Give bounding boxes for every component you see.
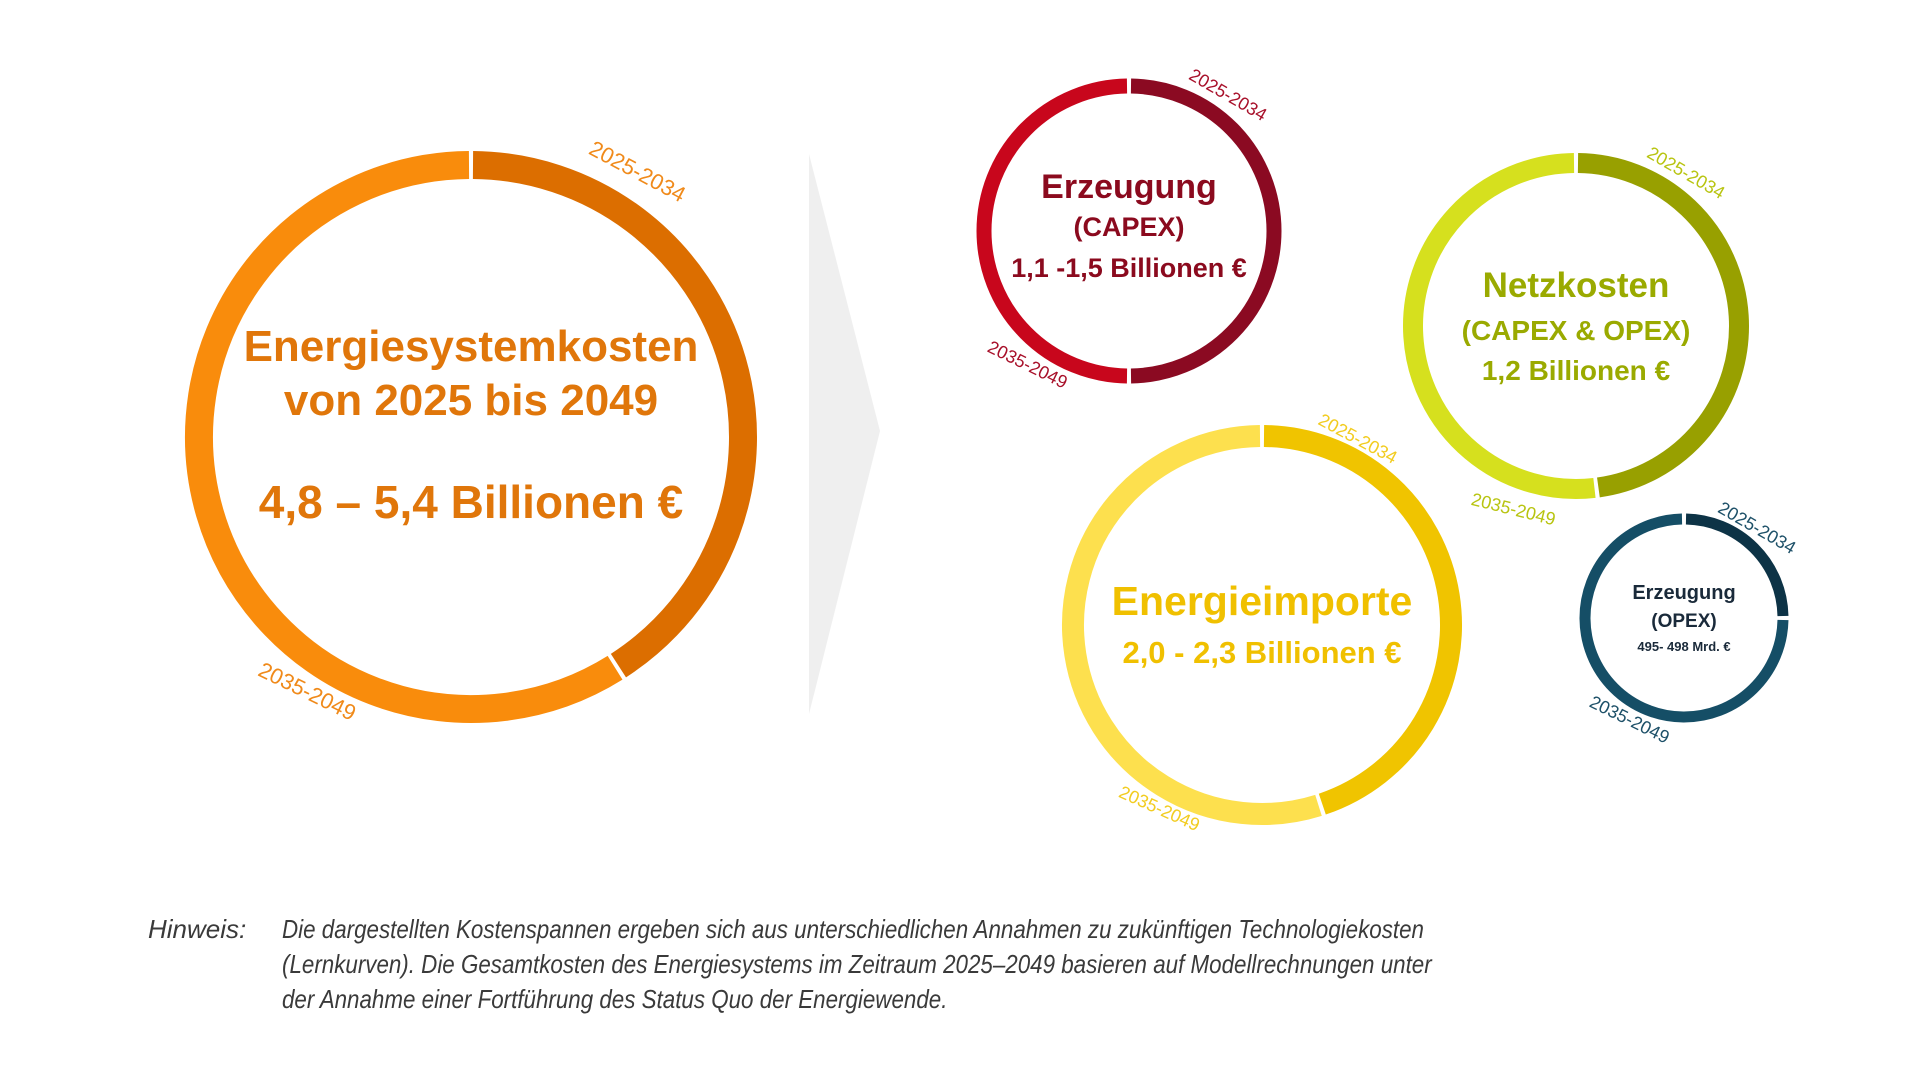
ring-segment-2035-2049 [1403, 153, 1596, 499]
circle-text-line: 4,8 – 5,4 Billionen € [259, 476, 683, 528]
ring-segment-2025-2034 [1685, 513, 1789, 617]
cost-circle-netzkosten: Netzkosten(CAPEX & OPEX)1,2 Billionen €2… [1403, 143, 1749, 529]
cost-circle-erzeugung-capex: Erzeugung(CAPEX)1,1 -1,5 Billionen €2025… [976, 65, 1282, 392]
cost-circle-energiesystemkosten: Energiesystemkosten von 2025 bis 2049 4,8 … [185, 136, 757, 726]
cost-circle-erzeugung-opex: Erzeugung(OPEX)495- 498 Mrd. €2025-20342… [1579, 498, 1799, 747]
arrow-chevron [809, 154, 880, 714]
ring-segment-2025-2034 [472, 151, 757, 678]
circle-text-line: Energieimporte [1112, 578, 1413, 624]
ring-segment-2025-2034 [1263, 425, 1462, 815]
ring-segment-2035-2049 [976, 78, 1128, 384]
footnote-line: (Lernkurven). Die Gesamtkosten des Energ… [282, 949, 1432, 979]
circle-text-line: Netzkosten [1483, 266, 1670, 305]
ring-segment-2025-2034 [1577, 153, 1749, 498]
footnote-line: der Annahme einer Fortführung des Status… [282, 984, 948, 1014]
ring-segment-2035-2049 [1062, 425, 1322, 825]
circle-text-line: (CAPEX & OPEX) [1462, 315, 1691, 346]
footnote-line: Die dargestellten Kostenspannen ergeben … [282, 914, 1424, 944]
ring-segment-2035-2049 [185, 151, 623, 723]
circle-text-line: 1,2 Billionen € [1482, 355, 1671, 386]
circle-text-line: (CAPEX) [1073, 212, 1184, 242]
ring-segment-2035-2049 [1579, 513, 1789, 723]
circle-text-line: 2,0 - 2,3 Billionen € [1122, 635, 1401, 670]
circle-text-line: (OPEX) [1651, 611, 1716, 632]
circle-text-line: von 2025 bis 2049 [284, 376, 658, 425]
circle-text-line: Erzeugung [1632, 582, 1735, 604]
circle-text-line: 495- 498 Mrd. € [1637, 639, 1730, 654]
footnote: Hinweis: Die dargestellten Kostenspannen… [148, 912, 1619, 1017]
circle-text-line: Erzeugung [1041, 168, 1217, 206]
circle-text-line: Energiesystemkosten [244, 322, 699, 371]
footnote-label: Hinweis: [148, 914, 247, 944]
circle-text-line: 1,1 -1,5 Billionen € [1011, 253, 1247, 283]
ring-segment-2025-2034 [1130, 78, 1282, 384]
